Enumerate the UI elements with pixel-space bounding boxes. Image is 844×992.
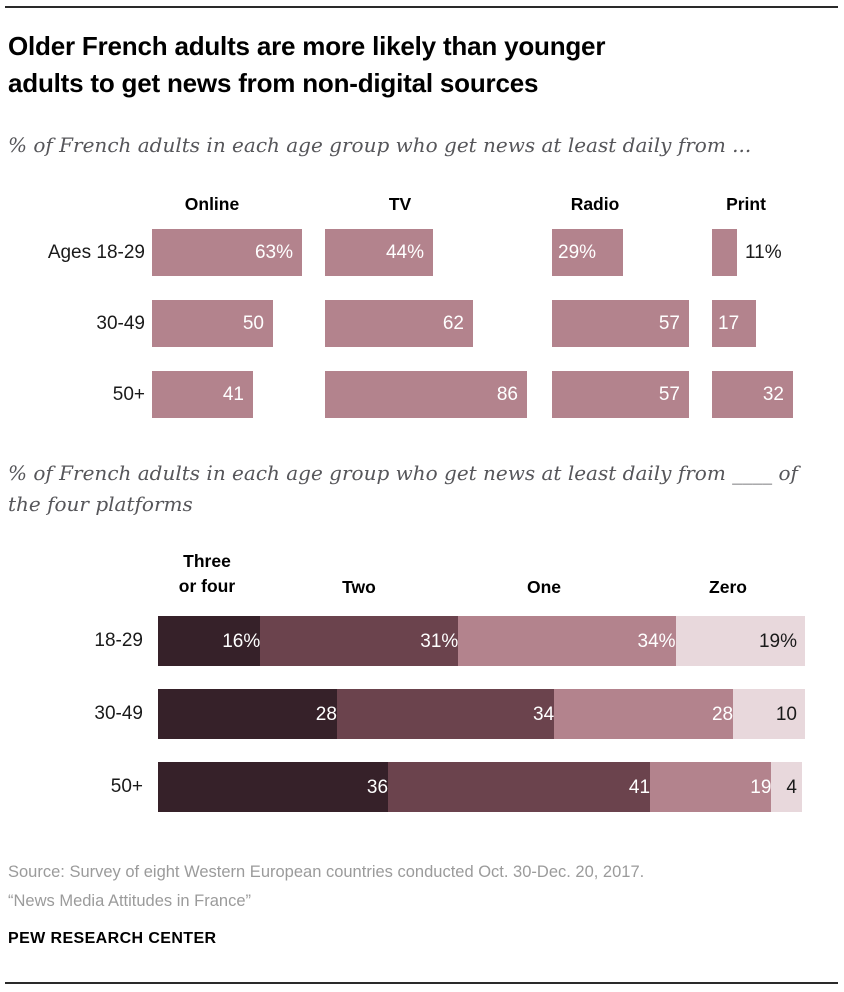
column-header-line: Zero [709,577,747,597]
bar-radio-30-49: 57 [552,300,689,347]
title-line-1: Older French adults are more likely than… [8,31,606,61]
segment-two-18-29: 31% [260,616,467,666]
column-header-one: One [527,575,561,600]
platform-count-stacked-chart: Three or four Two One Zero 18-29 16% 31% 34% 19% 3… [0,540,844,835]
segment-three-or-four-30-49: 28 [158,689,345,739]
value-label: 10 [775,703,797,725]
bar-radio-ages-18-29: 29% [552,229,623,276]
column-header-line: One [526,577,562,597]
value-label: 19 [750,776,772,798]
bar-print-ages-18-29 [712,229,737,276]
bottom-divider [5,982,838,984]
chart1-subtitle: % of French adults in each age group who… [8,133,752,157]
column-header-line: or four [178,576,236,596]
bar-tv-50: 86 [325,371,527,418]
subtitle2-line-1: % of French adults in each age group who… [8,461,798,485]
value-label: 17 [718,313,740,334]
value-label: 28 [315,703,337,725]
segment-one-30-49: 28 [554,689,742,739]
source-line-2: “News Media Attitudes in France” [8,892,252,910]
column-header-radio: Radio [570,194,620,214]
source-note: Source: Survey of eight Western European… [8,858,836,916]
segment-zero-30-49: 10 [733,689,805,739]
bar-online-50: 41 [152,371,253,418]
value-label: 57 [658,384,680,405]
column-header-three-or-four: Three or four [179,549,235,599]
value-label: 32 [762,384,784,405]
column-header-online: Online [184,194,240,214]
value-label: 29% [558,242,597,263]
segment-zero-50: 4 [771,762,802,812]
row-label-30-49: 30-49 [96,313,145,334]
column-header-tv: TV [388,194,412,214]
column-header-zero: Zero [709,575,747,600]
bar-online-30-49: 50 [152,300,273,347]
value-label: 34 [533,703,555,725]
row-label-30-49: 30-49 [94,703,143,724]
top-divider [5,6,838,8]
brand-label: PEW RESEARCH CENTER [8,930,217,947]
column-header-line: Two [342,577,376,597]
value-label: 4 [786,776,797,798]
column-header-line: Three [183,551,231,571]
value-label: 50 [242,313,264,334]
platforms-bar-chart: Online 63% 50 41 TV 44% 62 86 Radio 29% 57 57 Print 1… [0,190,844,440]
bar-radio-50: 57 [552,371,689,418]
bar-tv-ages-18-29: 44% [325,229,433,276]
value-label: 62 [442,313,464,334]
segment-three-or-four-18-29: 16% [158,616,269,666]
segment-zero-18-29: 19% [675,616,805,666]
value-label: 34% [637,630,676,652]
bar-print-30-49: 17 [712,300,756,347]
segment-three-or-four-50: 36 [158,762,397,812]
column-header-two: Two [342,575,376,600]
page-title: Older French adults are more likely than… [8,28,836,102]
value-label: 41 [222,384,244,405]
title-line-2: adults to get news from non-digital sour… [8,68,539,98]
value-label: 16% [222,630,261,652]
bar-print-50: 32 [712,371,793,418]
segment-two-30-49: 34 [336,689,563,739]
value-label-print-ages-18-29: 11% [745,241,782,263]
bar-online-ages-18-29: 63% [152,229,302,276]
value-label: 57 [658,313,680,334]
segment-one-50: 19 [650,762,780,812]
value-label: 63% [254,242,293,263]
bar-tv-30-49: 62 [325,300,473,347]
subtitle2-line-2: the four platforms [8,492,193,516]
segment-two-50: 41 [388,762,659,812]
row-label-18-29: 18-29 [94,630,143,651]
value-label: 86 [496,384,518,405]
value-label: 31% [420,630,459,652]
row-label-50: 50+ [112,384,145,405]
column-header-print: Print [726,194,766,214]
segment-one-18-29: 34% [458,616,684,666]
row-label-50: 50+ [110,776,143,797]
chart2-subtitle: % of French adults in each age group who… [8,458,836,520]
value-label: 44% [385,242,424,263]
row-label-ages-18-29: Ages 18-29 [47,242,145,263]
value-label: 28 [711,703,734,725]
value-label: 19% [758,630,797,652]
source-line-1: Source: Survey of eight Western European… [8,863,645,881]
value-label: 36 [366,776,389,798]
value-label: 41 [628,776,651,798]
